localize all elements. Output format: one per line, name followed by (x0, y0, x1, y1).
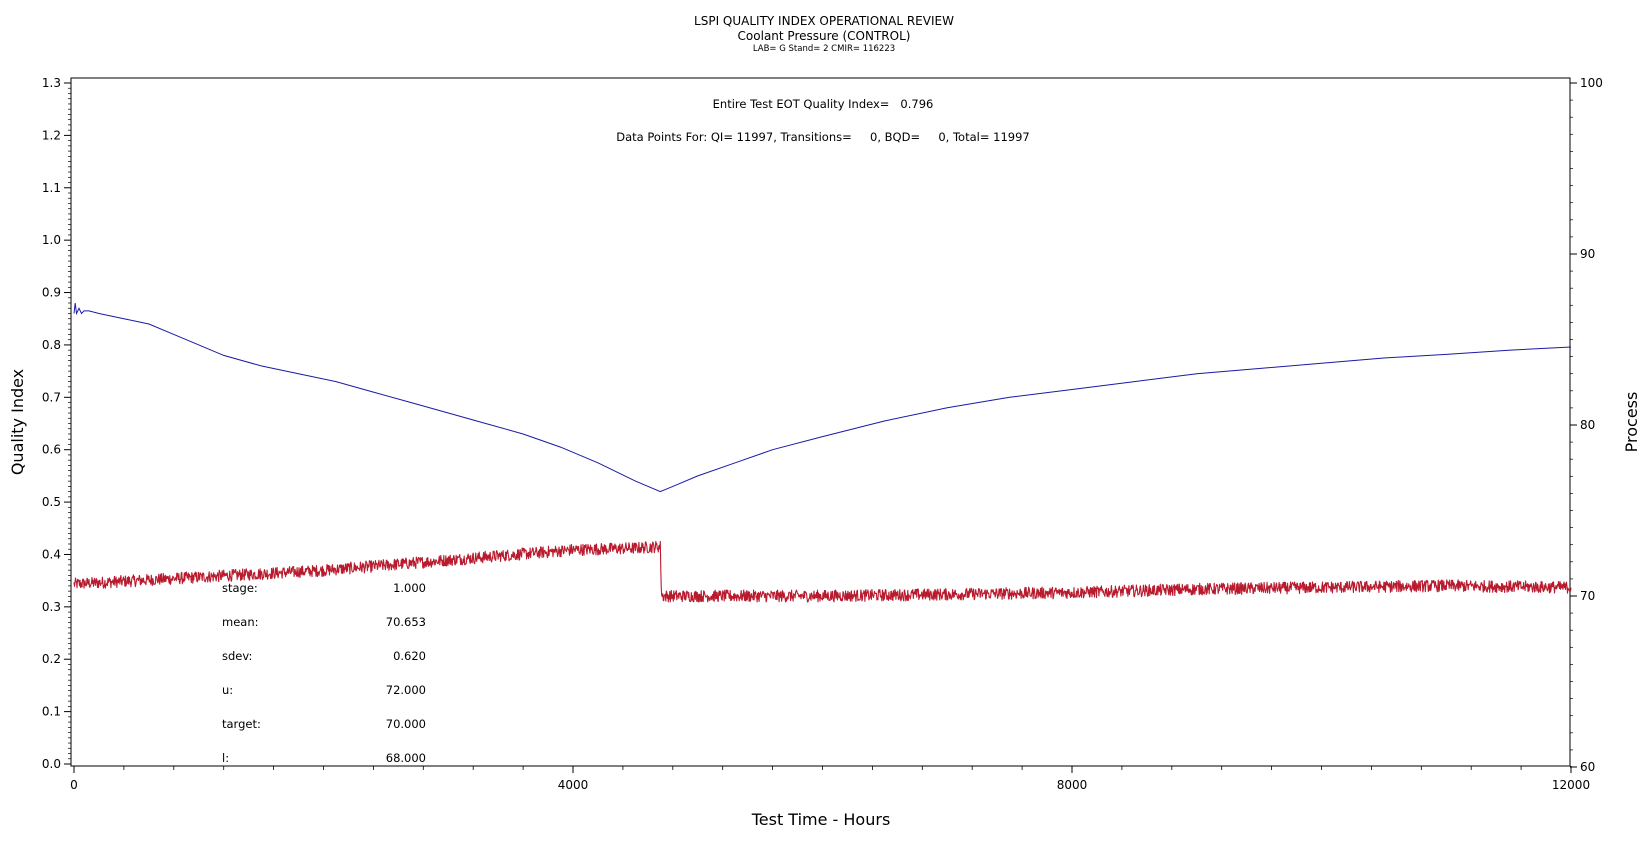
x-tick-label: 4000 (558, 778, 589, 792)
y2-tick-label: 80 (1580, 418, 1595, 432)
y-tick-label: 0.9 (42, 286, 61, 300)
y-tick-label: 1.1 (42, 181, 61, 195)
stat-value: 72.000 (386, 683, 426, 697)
x-tick-label: 12000 (1552, 778, 1590, 792)
y-tick-label: 0.1 (42, 705, 61, 719)
x-tick-label: 8000 (1057, 778, 1088, 792)
y-tick-label: 0.3 (42, 600, 61, 614)
annotation-eot: Entire Test EOT Quality Index= 0.796 (713, 97, 934, 111)
stat-label: l: (222, 751, 229, 765)
quality-index-series-line (73, 302, 1572, 493)
y2-tick-label: 90 (1580, 247, 1595, 261)
y-axis-label-right: Process (1622, 392, 1641, 453)
stat-label: sdev: (222, 649, 252, 663)
stat-label: target: (222, 717, 261, 731)
x-tick-label: 0 (70, 778, 78, 792)
series-layer (73, 302, 1572, 603)
y-axis-left: 0.0 0.1 0.2 0.3 0.4 0.5 0.6 0.7 0.8 0.9 1.0 1.1 1.2 1… (42, 76, 71, 771)
y-tick-label: 1.2 (42, 128, 61, 142)
stat-label: mean: (222, 615, 259, 629)
stat-label: u: (222, 683, 233, 697)
stat-value: 0.620 (393, 649, 426, 663)
y-tick-label: 0.2 (42, 652, 61, 666)
y-tick-label: 0.6 (42, 443, 61, 457)
y-tick-label: 0.7 (42, 390, 61, 404)
y-axis-right: 60 70 80 90 100 (1570, 76, 1603, 774)
y-tick-label: 1.0 (42, 233, 61, 247)
y-tick-label: 1.3 (42, 76, 61, 90)
stat-value: 1.000 (393, 581, 426, 595)
x-axis-label: Test Time - Hours (751, 810, 891, 829)
y2-tick-label: 70 (1580, 589, 1595, 603)
y2-tick-label: 60 (1580, 760, 1595, 774)
plot-frame (70, 77, 1571, 767)
annotation-datapoints: Data Points For: QI= 11997, Transitions=… (616, 130, 1029, 144)
y-axis-label-left: Quality Index (8, 369, 27, 475)
y-tick-label: 0.0 (42, 757, 61, 771)
process-series-line (73, 540, 1572, 603)
stats-block: stage: 1.000 mean: 70.653 sdev: 0.620 u:… (222, 581, 426, 765)
chart-meta: LAB= G Stand= 2 CMIR= 116223 (752, 44, 896, 54)
x-axis: 0 4000 8000 12000 (70, 766, 1590, 792)
stat-value: 70.653 (386, 615, 426, 629)
chart-subtitle: Coolant Pressure (CONTROL) (737, 29, 911, 43)
y-tick-label: 0.4 (42, 547, 61, 561)
y-tick-label: 0.8 (42, 338, 61, 352)
chart-title: LSPI QUALITY INDEX OPERATIONAL REVIEW (694, 14, 954, 28)
stat-label: stage: (222, 581, 258, 595)
y-tick-label: 0.5 (42, 495, 61, 509)
y2-tick-label: 100 (1580, 76, 1603, 90)
stat-value: 68.000 (386, 751, 426, 765)
stat-value: 70.000 (386, 717, 426, 731)
